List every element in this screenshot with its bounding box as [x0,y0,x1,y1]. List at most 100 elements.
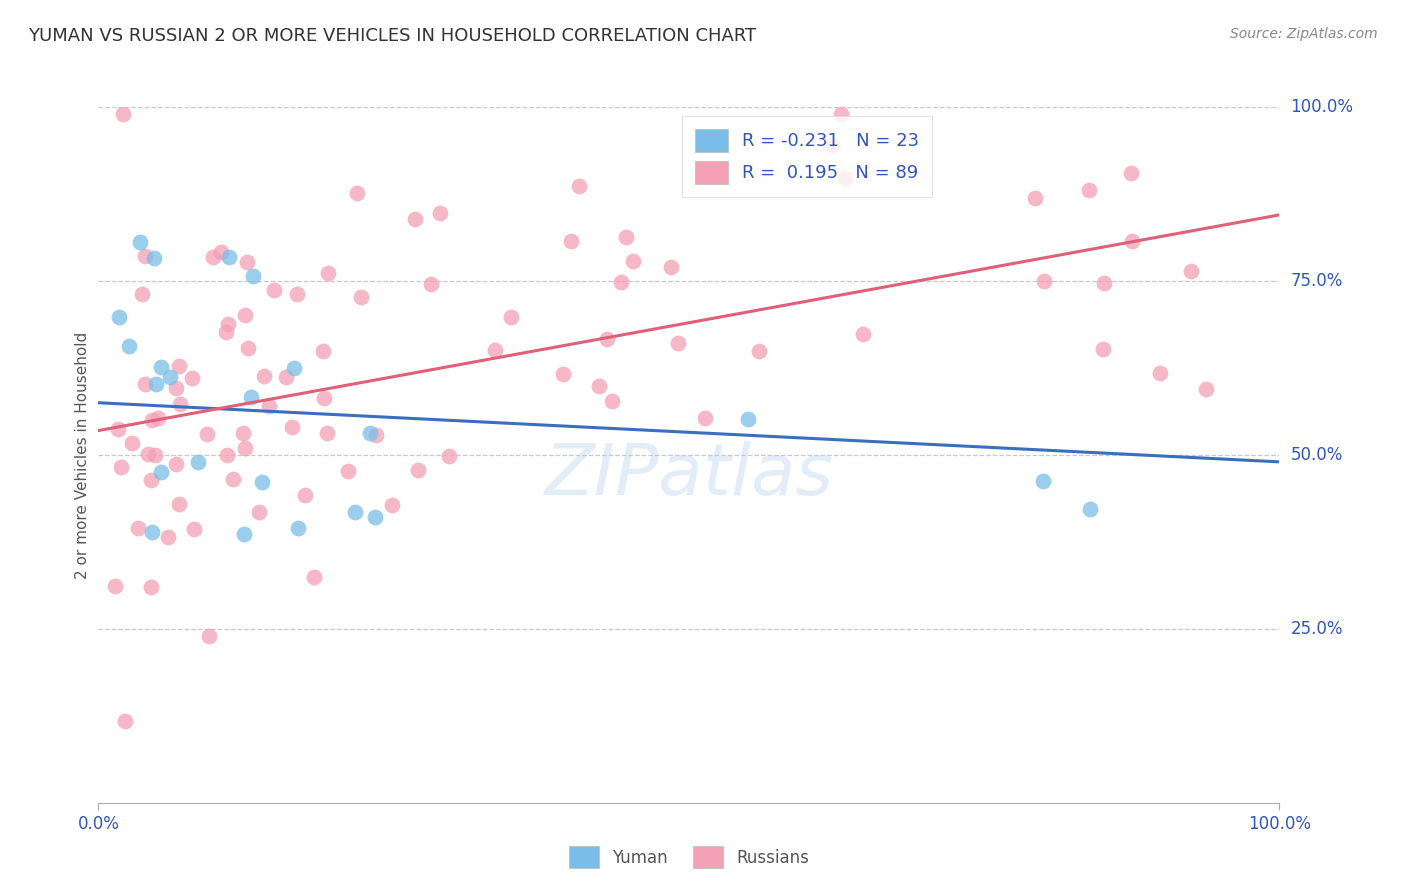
Point [131,286,153,301]
Point [239,390,262,404]
Point [283,360,305,375]
Point [157,530,180,544]
Point [107,422,129,436]
Point [588,379,610,393]
Point [222,472,245,486]
Point [553,368,575,382]
Point [1080,502,1102,516]
Point [187,455,209,469]
Point [1149,366,1171,380]
Point [112,107,135,121]
Point [159,369,181,384]
Point [366,427,388,442]
Legend: Yuman, Russians: Yuman, Russians [562,839,815,874]
Point [830,107,852,121]
Point [139,474,162,488]
Point [141,524,163,539]
Point [108,310,131,325]
Point [659,260,682,275]
Point [287,521,309,535]
Point [145,377,167,392]
Point [419,277,441,291]
Point [257,399,280,413]
Point [165,457,187,471]
Text: 100.0%: 100.0% [1291,98,1354,116]
Point [233,441,256,455]
Point [404,211,426,226]
Point [143,448,166,462]
Point [336,464,359,478]
Point [560,235,582,249]
Point [695,411,717,425]
Point [312,344,335,359]
Point [610,275,633,289]
Point [149,360,172,375]
Point [138,447,160,461]
Point [852,327,875,342]
Point [596,332,619,346]
Text: ZIP​atlas: ZIP​atlas [544,442,834,510]
Point [247,505,270,519]
Point [600,393,623,408]
Point [134,377,156,392]
Point [406,463,429,477]
Point [1195,382,1218,396]
Point [134,248,156,262]
Point [316,425,339,440]
Point [1180,264,1202,278]
Point [280,420,302,434]
Point [146,410,169,425]
Point [235,254,257,268]
Point [253,369,276,384]
Point [364,510,387,524]
Text: 25.0%: 25.0% [1291,620,1343,638]
Point [232,425,254,440]
Point [263,283,285,297]
Point [312,391,335,405]
Point [121,436,143,450]
Point [359,425,381,440]
Point [149,465,172,479]
Text: YUMAN VS RUSSIAN 2 OR MORE VEHICLES IN HOUSEHOLD CORRELATION CHART: YUMAN VS RUSSIAN 2 OR MORE VEHICLES IN H… [28,27,756,45]
Point [198,628,221,642]
Y-axis label: 2 or more Vehicles in Household: 2 or more Vehicles in Household [75,331,90,579]
Point [214,326,236,340]
Point [350,290,373,304]
Point [232,527,254,541]
Point [1092,342,1115,356]
Point [242,269,264,284]
Point [501,310,523,325]
Text: 50.0%: 50.0% [1291,446,1343,464]
Point [217,317,239,331]
Point [1024,191,1046,205]
Point [304,570,326,584]
Point [195,427,218,442]
Point [169,397,191,411]
Point [568,179,591,194]
Point [128,235,150,249]
Point [748,343,770,358]
Point [737,411,759,425]
Text: Source: ZipAtlas.com: Source: ZipAtlas.com [1230,27,1378,41]
Point [233,308,256,322]
Point [343,505,366,519]
Point [236,341,259,355]
Point [167,497,190,511]
Point [1121,234,1143,248]
Point [218,250,240,264]
Point [834,171,856,186]
Point [666,335,689,350]
Point [821,137,844,152]
Point [614,230,637,244]
Point [141,413,163,427]
Point [429,206,451,220]
Point [167,359,190,373]
Point [142,251,165,265]
Point [104,578,127,592]
Point [1092,276,1115,290]
Point [316,266,339,280]
Point [183,522,205,536]
Point [181,371,204,385]
Point [294,488,316,502]
Point [1078,183,1101,197]
